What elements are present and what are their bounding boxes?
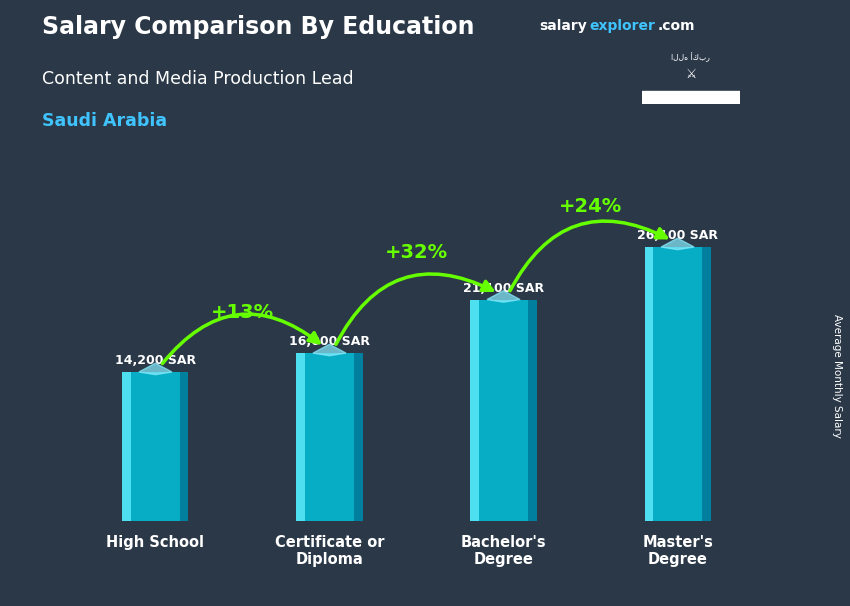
Bar	[297, 353, 363, 521]
Bar	[644, 247, 711, 521]
Text: ⚔: ⚔	[685, 68, 696, 81]
Bar	[470, 299, 479, 521]
Text: .com: .com	[658, 19, 695, 33]
Text: 26,100 SAR: 26,100 SAR	[637, 229, 718, 242]
Text: 14,200 SAR: 14,200 SAR	[115, 355, 196, 367]
Polygon shape	[487, 291, 520, 302]
Text: Content and Media Production Lead: Content and Media Production Lead	[42, 70, 354, 88]
Bar	[180, 372, 189, 521]
Bar	[642, 91, 740, 104]
Polygon shape	[313, 344, 346, 356]
Text: +24%: +24%	[559, 196, 622, 216]
Text: الله أكبر: الله أكبر	[672, 53, 710, 62]
Text: Average Monthly Salary: Average Monthly Salary	[832, 314, 842, 438]
Text: salary: salary	[540, 19, 587, 33]
Text: 16,000 SAR: 16,000 SAR	[289, 335, 370, 348]
Text: Saudi Arabia: Saudi Arabia	[42, 112, 167, 130]
Text: +32%: +32%	[385, 243, 448, 262]
Text: explorer: explorer	[589, 19, 654, 33]
Bar	[354, 353, 363, 521]
Text: 21,100 SAR: 21,100 SAR	[463, 282, 544, 295]
Bar	[122, 372, 131, 521]
Text: +13%: +13%	[211, 302, 274, 322]
Bar	[122, 372, 189, 521]
Polygon shape	[661, 238, 694, 250]
Bar	[528, 299, 536, 521]
Bar	[470, 299, 536, 521]
Bar	[297, 353, 305, 521]
Bar	[644, 247, 653, 521]
Polygon shape	[139, 363, 172, 375]
Text: Salary Comparison By Education: Salary Comparison By Education	[42, 15, 475, 39]
Bar	[702, 247, 711, 521]
